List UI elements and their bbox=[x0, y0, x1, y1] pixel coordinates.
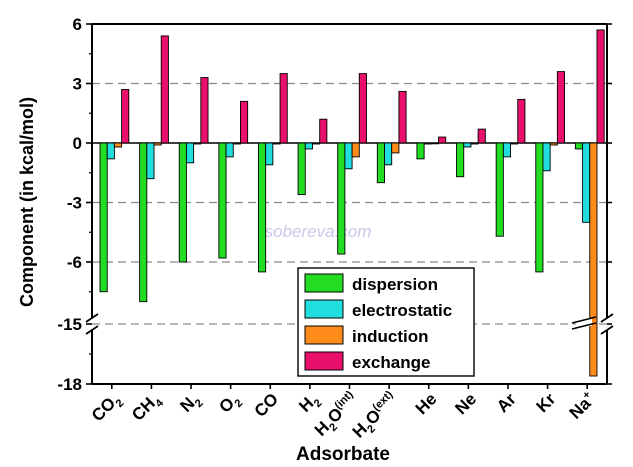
bar-induction bbox=[232, 142, 241, 145]
y-tick-label: 6 bbox=[73, 15, 82, 34]
bar-induction bbox=[153, 142, 162, 146]
bar-dispersion bbox=[495, 142, 504, 237]
bar-electrostatic bbox=[344, 142, 353, 170]
bar-electrostatic bbox=[106, 142, 115, 160]
bar-dispersion bbox=[574, 142, 584, 150]
bar-exchange bbox=[279, 73, 288, 144]
bar-electrostatic bbox=[146, 142, 155, 180]
break-mark-bar bbox=[571, 322, 597, 330]
bar-induction bbox=[312, 142, 321, 145]
bar-electrostatic bbox=[502, 142, 512, 158]
bar-exchange bbox=[596, 29, 605, 144]
bar-electrostatic bbox=[225, 142, 234, 158]
bars bbox=[99, 29, 605, 377]
bar-dispersion bbox=[535, 142, 544, 273]
bar-induction bbox=[589, 142, 598, 377]
legend: dispersion electrostatic induction exchange bbox=[297, 267, 475, 377]
bar-exchange bbox=[477, 128, 486, 144]
bar-induction bbox=[272, 142, 281, 145]
bar-exchange bbox=[517, 98, 526, 144]
legend-label-exchange: exchange bbox=[352, 353, 430, 372]
bar-exchange bbox=[200, 77, 209, 144]
bar-electrostatic bbox=[384, 142, 393, 166]
legend-swatch-electrostatic bbox=[304, 299, 344, 319]
break-mark-left bbox=[85, 325, 99, 335]
legend-label-induction: induction bbox=[352, 327, 428, 346]
bar-exchange bbox=[556, 71, 566, 144]
bar-dispersion bbox=[178, 142, 187, 263]
break-mark-bar bbox=[571, 316, 597, 324]
bar-dispersion bbox=[456, 142, 465, 178]
break-mark-left bbox=[85, 313, 99, 323]
break-mark-right bbox=[600, 313, 614, 323]
bar-induction bbox=[430, 142, 439, 145]
y-tick-label: -3 bbox=[67, 194, 82, 213]
y-axis-title: Component (in kcal/mol) bbox=[17, 97, 37, 307]
y-tick-label: 3 bbox=[73, 75, 82, 94]
bar-exchange bbox=[438, 136, 447, 144]
watermark: sobereva.com bbox=[265, 222, 372, 241]
bar-induction bbox=[470, 142, 479, 145]
y-axis-ticks: 6 3 0 -3 -6 -15 -18 bbox=[57, 15, 612, 394]
bar-exchange bbox=[319, 118, 328, 144]
bar-dispersion bbox=[376, 142, 385, 184]
legend-swatch-exchange bbox=[304, 351, 344, 371]
bar-electrostatic bbox=[304, 142, 313, 150]
bar-induction bbox=[351, 142, 360, 158]
bar-electrostatic bbox=[463, 142, 472, 148]
bar-induction bbox=[113, 142, 123, 148]
bar-exchange bbox=[358, 73, 367, 144]
bar-electrostatic bbox=[265, 142, 274, 166]
y-tick-label: -6 bbox=[67, 253, 82, 272]
y-tick-label: -15 bbox=[57, 315, 82, 334]
bar-electrostatic bbox=[542, 142, 551, 172]
bar-dispersion bbox=[258, 142, 267, 273]
x-axis-title: Adsorbate bbox=[296, 444, 390, 465]
axis-break-marks bbox=[85, 313, 614, 335]
bar-exchange bbox=[160, 35, 169, 144]
bar-dispersion bbox=[337, 142, 346, 255]
bar-induction bbox=[193, 142, 202, 145]
bar-dispersion bbox=[297, 142, 306, 196]
bar-electrostatic bbox=[185, 142, 195, 164]
bar-exchange bbox=[239, 100, 249, 144]
legend-swatch-induction bbox=[304, 325, 344, 345]
bar-electrostatic bbox=[582, 142, 591, 223]
break-gap bbox=[576, 319, 592, 326]
bar-dispersion bbox=[218, 142, 227, 259]
bar-electrostatic bbox=[423, 142, 432, 145]
y-tick-label: -18 bbox=[57, 375, 82, 394]
legend-label-electrostatic: electrostatic bbox=[352, 301, 452, 320]
bar-exchange bbox=[398, 90, 407, 144]
legend-label-dispersion: dispersion bbox=[352, 275, 438, 294]
legend-swatch-dispersion bbox=[304, 273, 344, 293]
grid-lines bbox=[92, 82, 607, 325]
y-tick-label: 0 bbox=[73, 134, 82, 153]
bar-dispersion bbox=[139, 142, 148, 303]
break-mark-right bbox=[600, 325, 614, 335]
bar-induction bbox=[549, 142, 558, 146]
bar-dispersion bbox=[416, 142, 425, 160]
bar-exchange bbox=[121, 88, 130, 144]
bar-dispersion bbox=[99, 142, 108, 293]
bar-induction bbox=[391, 142, 400, 154]
bar-induction bbox=[510, 142, 519, 145]
